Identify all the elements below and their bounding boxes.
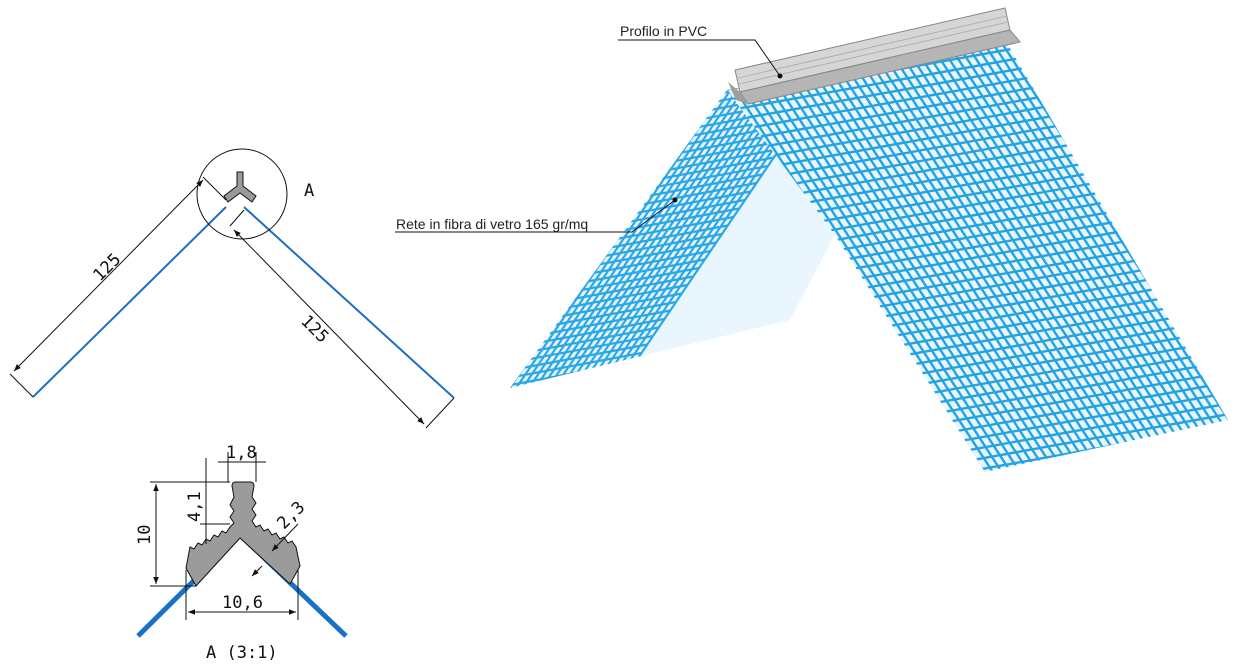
mesh-leg-right (243, 206, 455, 399)
mesh-strand (781, 122, 1073, 177)
mesh-strand (961, 398, 1228, 453)
mesh-strand (855, 236, 1147, 291)
detail-profile (185, 481, 301, 587)
mesh-strand (899, 303, 1190, 358)
mesh-strand (825, 188, 1116, 244)
mesh-strand (769, 103, 1060, 158)
detail-caption: A (3:1) (206, 643, 278, 663)
dim-leg-right-label: 125 (296, 311, 332, 347)
mesh-strand (930, 350, 1221, 405)
dim-line-right (233, 229, 425, 425)
mesh-panel-right (727, 40, 1228, 472)
mesh-strand (942, 369, 1228, 425)
dim-thickness-label: 2,3 (273, 498, 309, 534)
mesh-leg-left (32, 206, 227, 398)
mesh-strand (837, 207, 1128, 263)
pvc-profile (728, 7, 1021, 105)
mesh-strand (812, 169, 1104, 225)
mesh-strand (874, 264, 1165, 320)
mesh-strand (917, 331, 1209, 386)
mesh-strand (886, 283, 1178, 339)
mesh-strand (868, 255, 1159, 310)
section-profile (223, 171, 257, 203)
dim-total-label: 10 (135, 525, 155, 545)
section-view: A 125 125 (9, 148, 455, 429)
mesh-strand (905, 312, 1196, 367)
mesh-strand (967, 407, 1228, 463)
mesh-callout-line (395, 199, 676, 233)
mesh-strand (794, 141, 1085, 196)
dim-stem-label: 4,1 (185, 491, 205, 522)
mesh-strand (763, 93, 1054, 148)
mesh-strand (756, 83, 1048, 139)
dim-base-label: 10,6 (222, 593, 263, 613)
mesh-label: Rete in fibra di vetro 165 gr/mq (396, 216, 588, 232)
mesh-strand (831, 198, 1122, 253)
mesh-strand (862, 245, 1153, 301)
dim-top-width-label: 1,8 (226, 443, 257, 463)
mesh-strand (955, 388, 1228, 444)
detail-marker-label: A (304, 181, 314, 201)
mesh-strand (744, 64, 1035, 120)
mesh-strand (843, 217, 1135, 272)
profile-callout-line (618, 39, 781, 77)
dim-leg-left-label: 125 (89, 250, 125, 286)
mesh-strand (911, 322, 1203, 377)
profile-label: Profilo in PVC (620, 23, 707, 39)
mesh-strand (738, 55, 1029, 110)
mesh-strand (948, 379, 1228, 434)
mesh-strand (750, 74, 1042, 129)
mesh-strand (936, 360, 1227, 415)
mesh-strand (818, 179, 1110, 234)
mesh-strand (800, 150, 1091, 205)
mesh-strand (849, 226, 1141, 282)
dim-line-left (13, 179, 204, 372)
mesh-strand (787, 131, 1079, 186)
mesh-strand (880, 274, 1172, 329)
mesh-strand (924, 341, 1215, 396)
dim-thickness-line (271, 523, 299, 552)
mesh-strand (893, 293, 1184, 348)
mesh-strand (775, 112, 1066, 167)
mesh-strand (806, 160, 1097, 215)
mesh-strand (510, 351, 642, 385)
render-view: Profilo in PVC Rete in fibra di vetro 16… (395, 7, 1228, 472)
detail-view: 1,8 4,1 10 2,3 10,6 A (3:1) (135, 443, 348, 663)
